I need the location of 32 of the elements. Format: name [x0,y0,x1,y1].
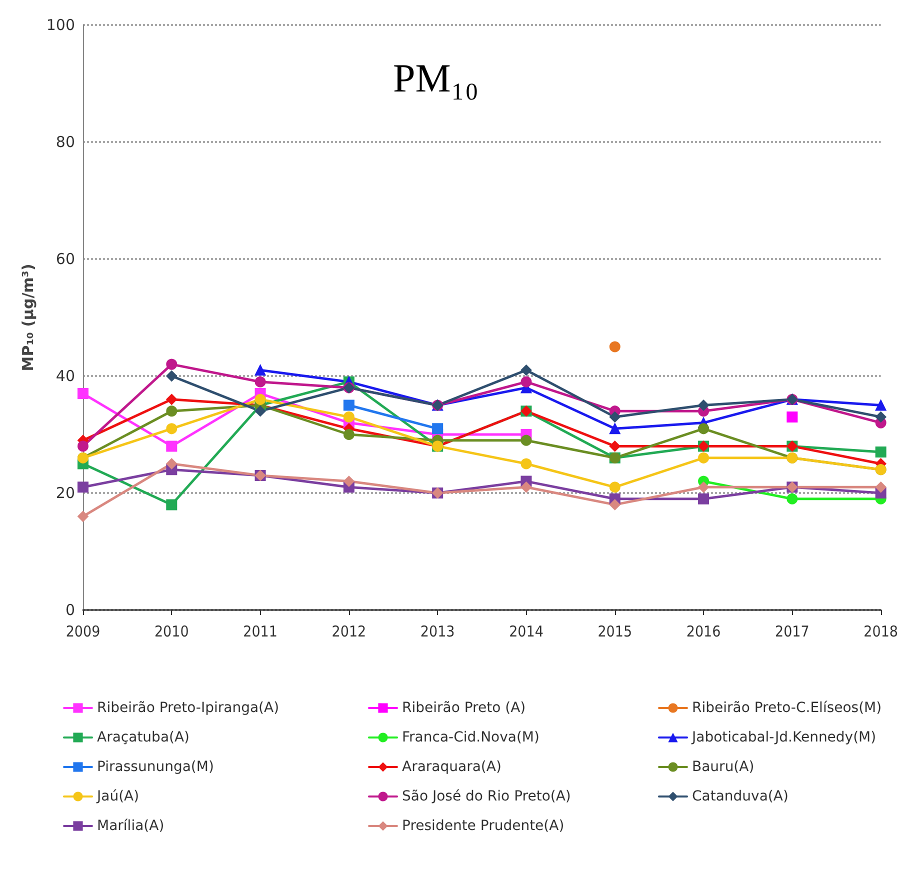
legend-label: Jaú(A) [96,788,140,804]
y-tick-label: 0 [65,601,75,619]
legend-label: Bauru(A) [692,759,754,775]
legend-label: Araçatuba(A) [97,730,190,746]
y-tick-label: 60 [56,250,75,268]
y-tick-label: 80 [56,133,75,151]
legend-label: São José do Rio Preto(A) [402,788,571,804]
x-tick-label: 2014 [509,622,544,640]
legend-label: Pirassununga(M) [97,759,214,775]
legend-label: Araraquara(A) [402,759,502,775]
legend-label: Presidente Prudente(A) [402,818,564,834]
y-axis-title: MP₁₀ (µg/m³) [18,264,37,372]
legend-label: Ribeirão Preto-C.Elíseos(M) [692,700,882,716]
legend-label: Ribeirão Preto-Ipiranga(A) [97,700,280,716]
legend-label: Ribeirão Preto (A) [402,700,526,716]
text: PM₁₀ [393,56,479,100]
x-tick-label: 2017 [775,622,810,640]
x-tick-label: 2010 [154,622,189,640]
legend-label: Franca-Cid.Nova(M) [402,730,540,746]
legend-label: Marília(A) [97,818,164,834]
x-tick-label: 2012 [332,622,366,640]
x-tick-label: 2015 [598,622,632,640]
y-tick-label: 40 [56,367,75,385]
x-tick-label: 2009 [66,622,100,640]
y-tick-label: 20 [56,484,75,502]
legend-label: Catanduva(A) [692,788,788,804]
x-tick-label: 2018 [864,622,898,640]
legend-label: Jaboticabal-Jd.Kennedy(M) [691,730,876,746]
x-tick-label: 2011 [243,622,278,640]
y-tick-label: 100 [46,16,75,34]
x-tick-label: 2013 [420,622,455,640]
x-tick-label: 2016 [686,622,721,640]
